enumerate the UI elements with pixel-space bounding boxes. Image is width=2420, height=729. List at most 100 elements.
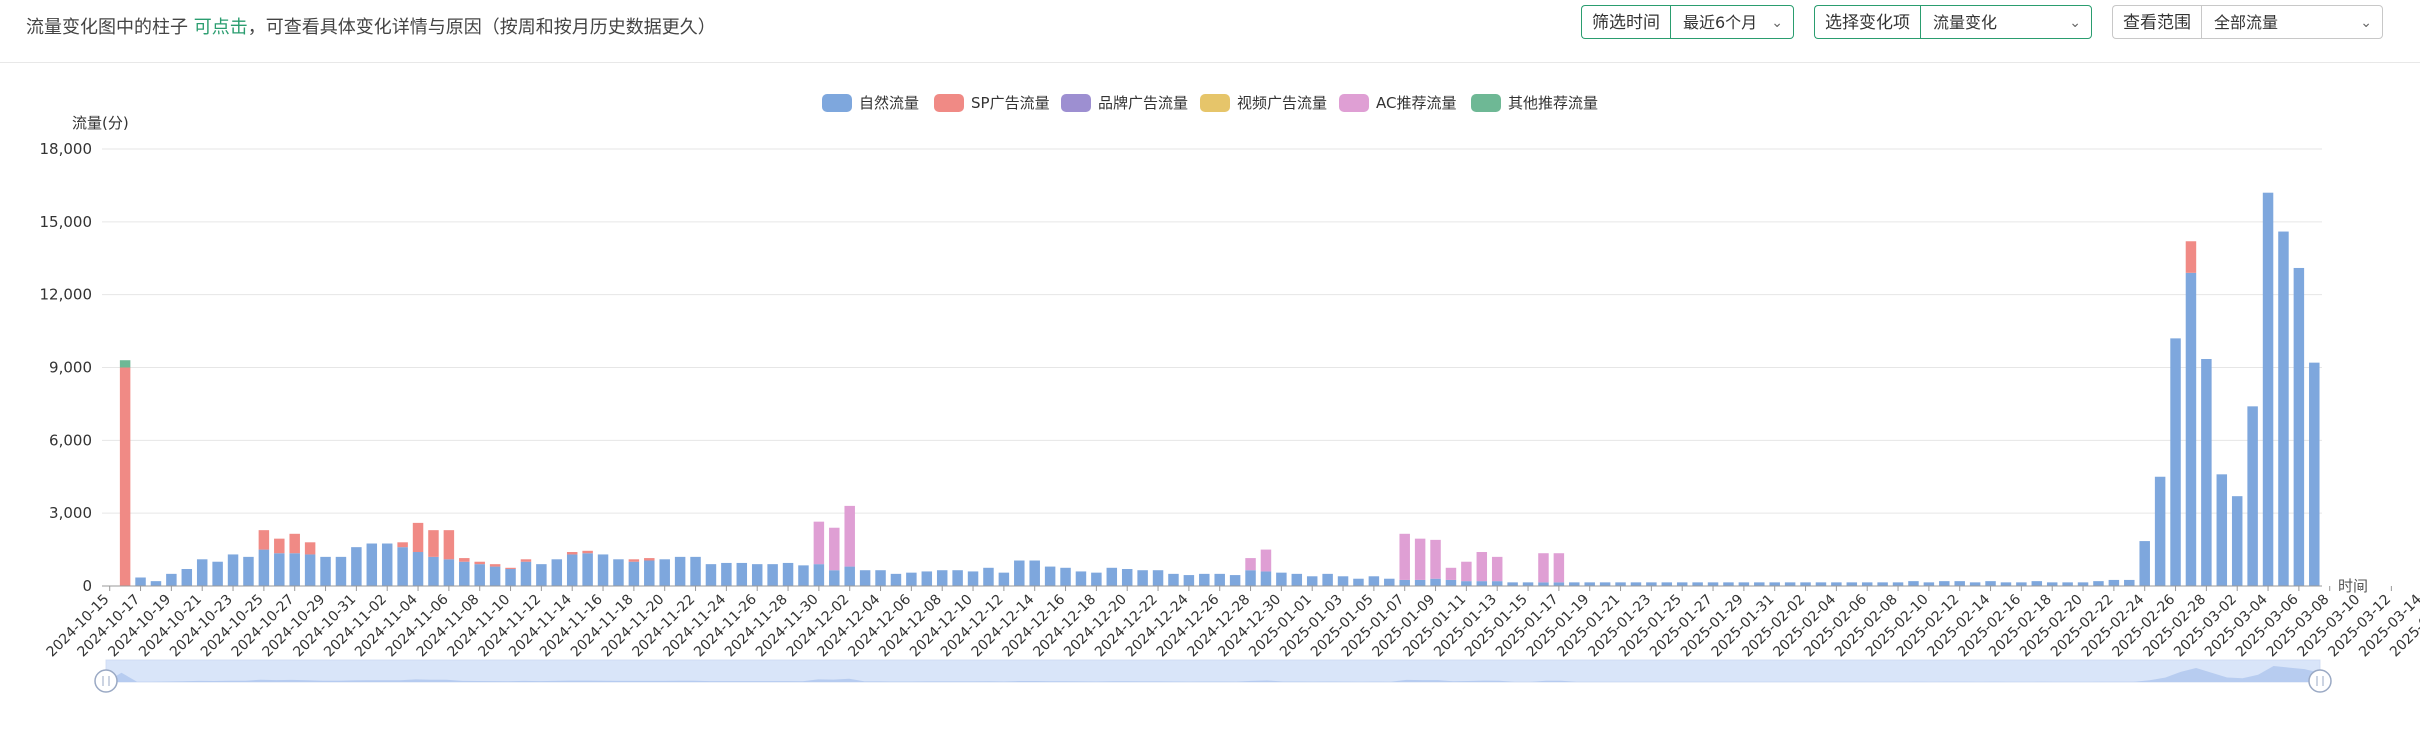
bar-segment[interactable] xyxy=(274,553,285,586)
bar-stack[interactable] xyxy=(135,577,146,586)
bar-segment[interactable] xyxy=(196,559,208,586)
bar-segment[interactable] xyxy=(628,561,640,586)
bar-segment[interactable] xyxy=(566,552,578,555)
bar-segment[interactable] xyxy=(320,556,331,586)
bar-segment[interactable] xyxy=(2016,582,2027,586)
bar-segment[interactable] xyxy=(1569,582,1580,586)
bar-segment[interactable] xyxy=(1846,582,1858,586)
bar-segment[interactable] xyxy=(166,573,177,586)
filter-time-select[interactable]: 最近6个月 ⌄ xyxy=(1670,5,1794,39)
bar-segment[interactable] xyxy=(1815,582,1827,586)
bar-segment[interactable] xyxy=(2062,582,2073,586)
bar-segment[interactable] xyxy=(1106,567,1118,586)
bar-segment[interactable] xyxy=(1014,560,1025,586)
bar-segment[interactable] xyxy=(181,569,193,586)
bar-stack[interactable] xyxy=(1831,582,1842,586)
bar-stack[interactable] xyxy=(798,565,809,586)
bar-segment[interactable] xyxy=(459,561,470,586)
bar-stack[interactable] xyxy=(2000,582,2012,586)
bar-segment[interactable] xyxy=(489,566,501,586)
bar-segment[interactable] xyxy=(1322,573,1333,586)
bar-segment[interactable] xyxy=(751,564,763,586)
bar-stack[interactable] xyxy=(2170,338,2181,586)
bar-stack[interactable] xyxy=(2031,581,2043,586)
bar-stack[interactable] xyxy=(1060,567,1071,586)
bar-stack[interactable] xyxy=(227,554,239,586)
bar-segment[interactable] xyxy=(705,564,717,586)
bar-segment[interactable] xyxy=(274,538,285,554)
bar-stack[interactable] xyxy=(613,559,624,586)
bar-segment[interactable] xyxy=(1676,582,1688,586)
bar-stack[interactable] xyxy=(767,564,778,586)
bar-segment[interactable] xyxy=(1121,569,1133,586)
bar-segment[interactable] xyxy=(135,577,146,586)
bar-stack[interactable] xyxy=(1337,576,1349,586)
bar-stack[interactable] xyxy=(705,564,717,586)
bar-segment[interactable] xyxy=(474,561,485,565)
bar-segment[interactable] xyxy=(597,554,609,586)
bars[interactable] xyxy=(119,192,2320,587)
bar-segment[interactable] xyxy=(798,565,809,586)
bar-stack[interactable] xyxy=(181,569,193,586)
bar-stack[interactable] xyxy=(1615,582,1626,586)
bar-segment[interactable] xyxy=(582,550,593,554)
bar-segment[interactable] xyxy=(119,367,131,587)
bar-stack[interactable] xyxy=(443,530,455,586)
bar-segment[interactable] xyxy=(150,581,162,586)
bar-stack[interactable] xyxy=(1569,582,1580,586)
bar-segment[interactable] xyxy=(613,559,624,586)
bar-segment[interactable] xyxy=(2046,582,2058,586)
bar-stack[interactable] xyxy=(1769,582,1780,586)
bar-stack[interactable] xyxy=(859,570,871,586)
bar-stack[interactable] xyxy=(2046,582,2058,586)
bar-segment[interactable] xyxy=(505,567,516,570)
legend-item[interactable]: 其他推荐流量 xyxy=(1471,94,1598,112)
bar-stack[interactable] xyxy=(2062,582,2073,586)
bar-stack[interactable] xyxy=(751,564,763,586)
bar-stack[interactable] xyxy=(1538,553,1549,586)
bar-segment[interactable] xyxy=(1260,549,1272,572)
bar-segment[interactable] xyxy=(1522,582,1534,586)
bar-stack[interactable] xyxy=(906,572,917,586)
bar-stack[interactable] xyxy=(813,521,825,586)
bar-stack[interactable] xyxy=(1183,575,1195,586)
bar-stack[interactable] xyxy=(1044,566,1056,586)
bar-segment[interactable] xyxy=(1769,582,1780,586)
bar-stack[interactable] xyxy=(1908,581,1919,586)
bar-stack[interactable] xyxy=(1199,573,1210,586)
bar-stack[interactable] xyxy=(304,542,316,586)
bar-segment[interactable] xyxy=(304,542,316,555)
bar-stack[interactable] xyxy=(274,538,285,586)
bar-stack[interactable] xyxy=(952,570,963,586)
bar-segment[interactable] xyxy=(1476,552,1488,582)
bar-stack[interactable] xyxy=(505,567,516,586)
bar-segment[interactable] xyxy=(1245,558,1256,571)
bar-stack[interactable] xyxy=(597,554,609,586)
bar-segment[interactable] xyxy=(566,554,578,586)
bar-segment[interactable] xyxy=(2293,267,2305,586)
bar-stack[interactable] xyxy=(381,543,393,586)
bar-segment[interactable] xyxy=(1137,570,1148,586)
bar-segment[interactable] xyxy=(2262,192,2274,586)
bar-stack[interactable] xyxy=(1214,573,1225,586)
bar-stack[interactable] xyxy=(166,573,177,586)
bar-segment[interactable] xyxy=(1784,582,1796,586)
bar-stack[interactable] xyxy=(1152,570,1164,586)
bar-stack[interactable] xyxy=(644,558,655,586)
bar-segment[interactable] xyxy=(505,569,516,586)
bar-segment[interactable] xyxy=(381,543,393,586)
bar-stack[interactable] xyxy=(936,570,948,586)
bar-segment[interactable] xyxy=(1723,582,1734,586)
bar-segment[interactable] xyxy=(1461,561,1472,582)
bar-segment[interactable] xyxy=(258,549,270,586)
bar-stack[interactable] xyxy=(489,564,501,586)
bar-stack[interactable] xyxy=(1923,582,1935,586)
bar-segment[interactable] xyxy=(1152,570,1164,586)
bar-stack[interactable] xyxy=(721,562,732,586)
bar-stack[interactable] xyxy=(2154,476,2166,586)
bar-stack[interactable] xyxy=(258,530,270,586)
bar-segment[interactable] xyxy=(443,530,455,560)
legend-item[interactable]: AC推荐流量 xyxy=(1339,94,1456,112)
filter-scope-select[interactable]: 全部流量 ⌄ xyxy=(2201,5,2383,39)
bar-segment[interactable] xyxy=(690,556,701,586)
